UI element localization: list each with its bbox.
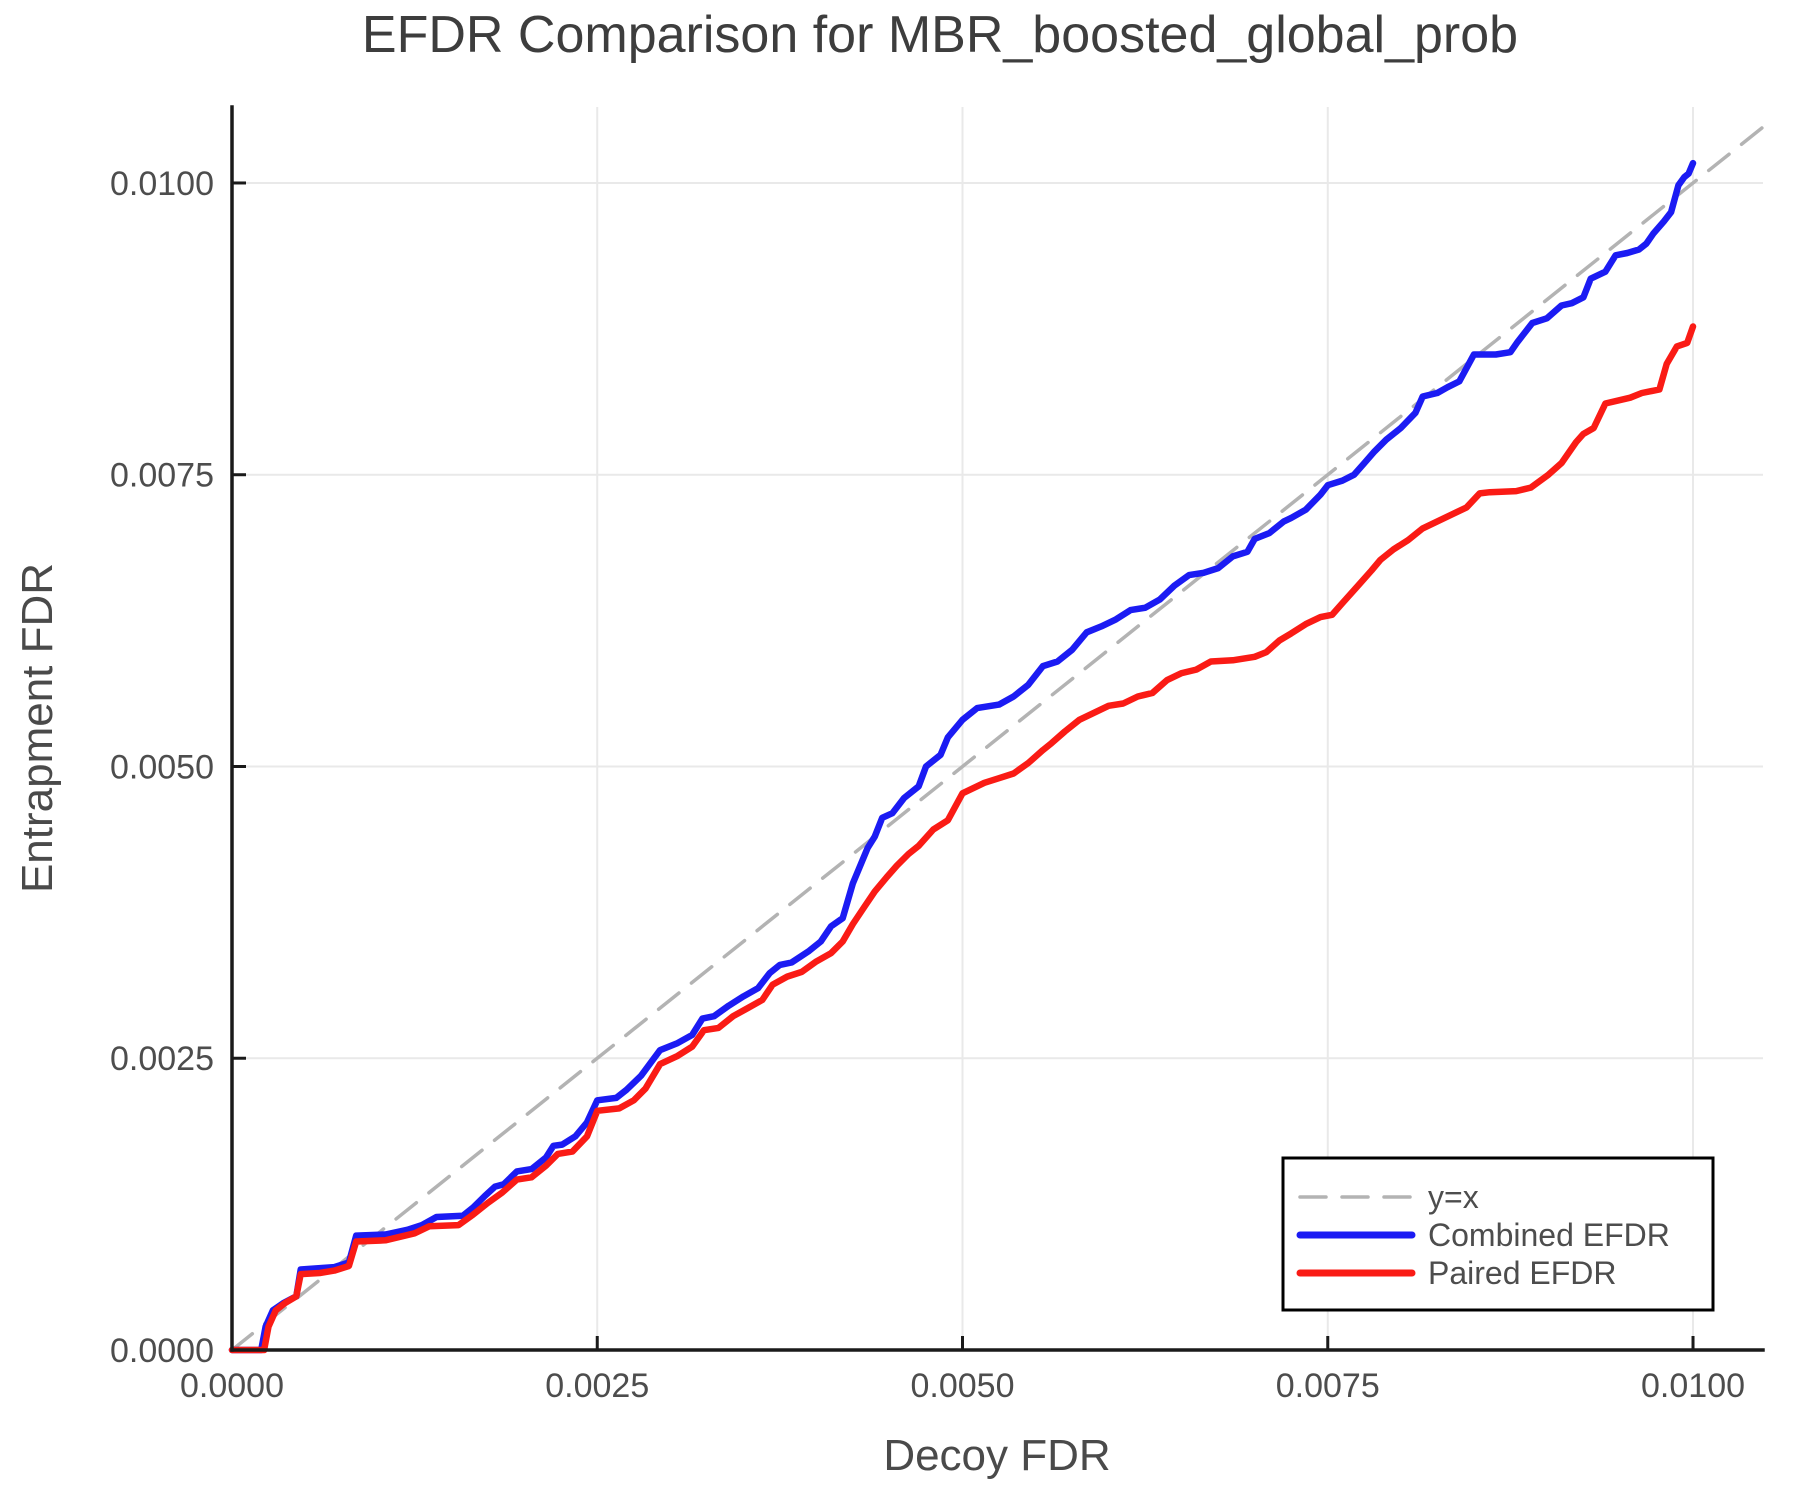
x-tick-label: 0.0025 xyxy=(545,1367,649,1405)
series-layer xyxy=(228,125,1765,1354)
grid-layer xyxy=(232,107,1763,1350)
x-tick-label: 0.0000 xyxy=(180,1367,284,1405)
y-axis-label: Entrapment FDR xyxy=(13,563,62,893)
y-tick-label: 0.0100 xyxy=(110,165,214,203)
y-tick-label: 0.0050 xyxy=(110,748,214,786)
x-tick-label: 0.0050 xyxy=(911,1367,1015,1405)
x-axis-label: Decoy FDR xyxy=(883,1431,1110,1480)
x-tick-label: 0.0100 xyxy=(1641,1367,1745,1405)
legend-label-y-x: y=x xyxy=(1428,1179,1479,1215)
chart-title: EFDR Comparison for MBR_boosted_global_p… xyxy=(362,6,1518,64)
legend-label-combined-efdr: Combined EFDR xyxy=(1428,1217,1670,1253)
y-tick-label: 0.0000 xyxy=(110,1332,214,1370)
series-combined-efdr-line xyxy=(228,159,1697,1354)
series-y-x-line xyxy=(230,125,1765,1352)
legend-label-paired-efdr: Paired EFDR xyxy=(1428,1255,1617,1291)
x-tick-label: 0.0075 xyxy=(1276,1367,1380,1405)
y-tick-label: 0.0075 xyxy=(110,457,214,495)
series-paired-efdr-line xyxy=(228,323,1697,1354)
y-tick-label: 0.0025 xyxy=(110,1040,214,1078)
ticks-layer: 0.0000 0.0025 0.0050 0.0075 0.0100 0.0000 0.00… xyxy=(110,165,1745,1405)
axes-layer xyxy=(230,105,1765,1352)
